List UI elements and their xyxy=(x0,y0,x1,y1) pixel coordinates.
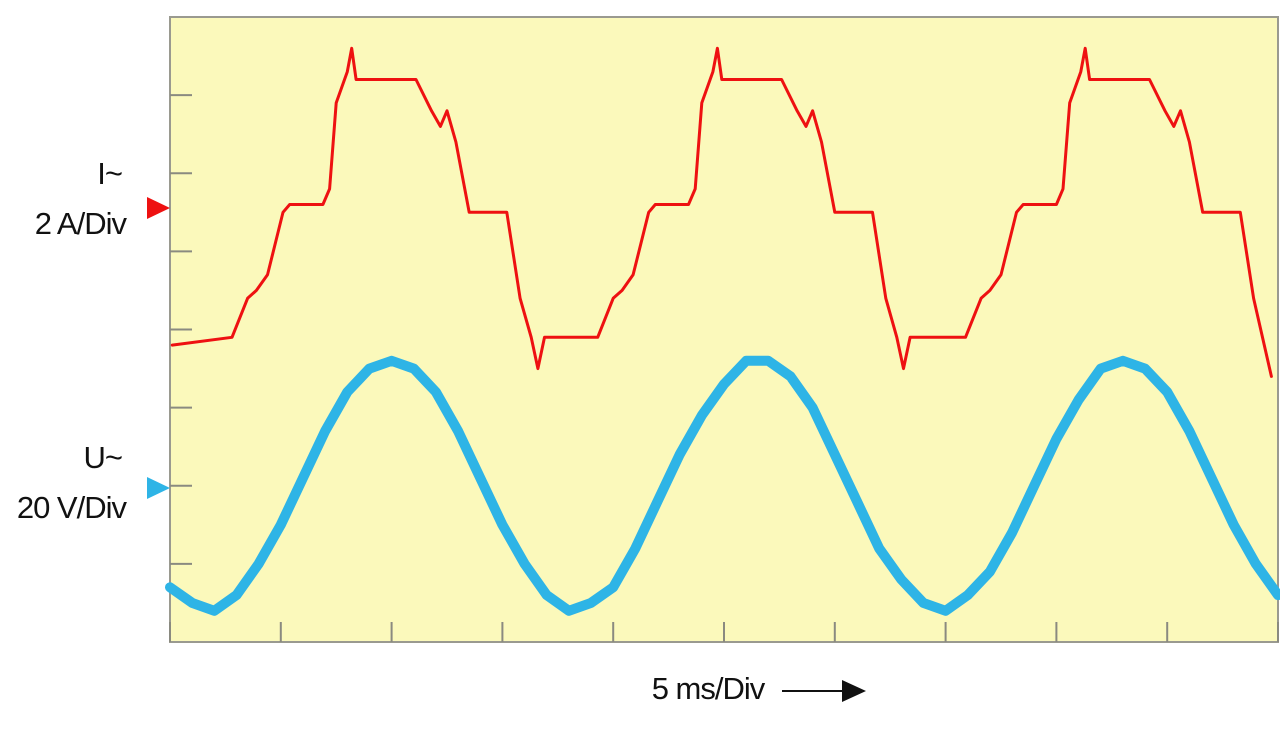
channel-marker xyxy=(147,197,170,219)
trace xyxy=(170,46,1273,378)
scale-label: 20 V/Div xyxy=(17,490,128,525)
trace xyxy=(165,355,1280,616)
arrow-head xyxy=(842,680,866,702)
legend-label: U~ xyxy=(84,440,123,475)
plot-area xyxy=(169,16,1279,643)
legend-label: I~ xyxy=(97,156,122,191)
scale-label: 2 A/Div xyxy=(35,206,128,241)
channel-marker xyxy=(147,477,170,499)
x-axis-label: 5 ms/Div xyxy=(652,671,766,706)
